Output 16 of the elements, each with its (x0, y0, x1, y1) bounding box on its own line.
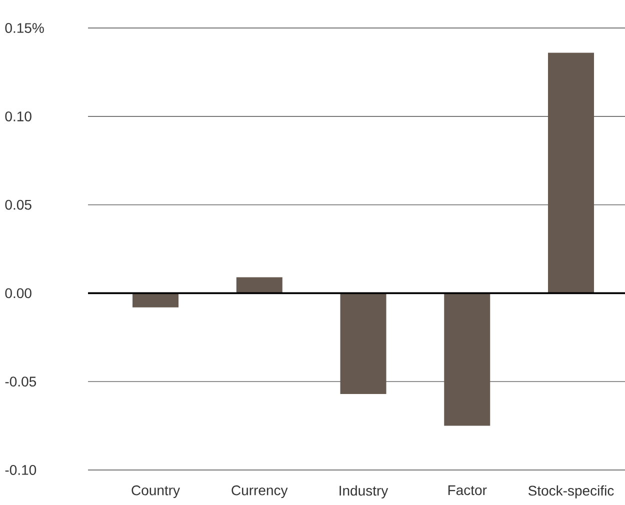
y-tick-label: -0.05 (5, 376, 36, 387)
y-tick-label: 0.05 (5, 200, 32, 210)
bar (132, 293, 179, 308)
y-tick-label: 0.00 (5, 288, 32, 298)
y-tick-label: 0.10 (5, 111, 32, 122)
x-tick-label: Stock-specific (528, 485, 614, 498)
bar (236, 277, 282, 294)
x-tick-label: Factor (448, 485, 487, 496)
y-tick-label: 0.15% (5, 23, 44, 33)
x-tick-label: Industry (340, 485, 388, 498)
bar (444, 293, 490, 426)
x-tick-label: Country (132, 485, 180, 498)
bar (340, 293, 386, 394)
x-tick-label: Currency (232, 485, 288, 498)
bar (548, 52, 594, 294)
y-tick-label: -0.10 (5, 465, 36, 475)
